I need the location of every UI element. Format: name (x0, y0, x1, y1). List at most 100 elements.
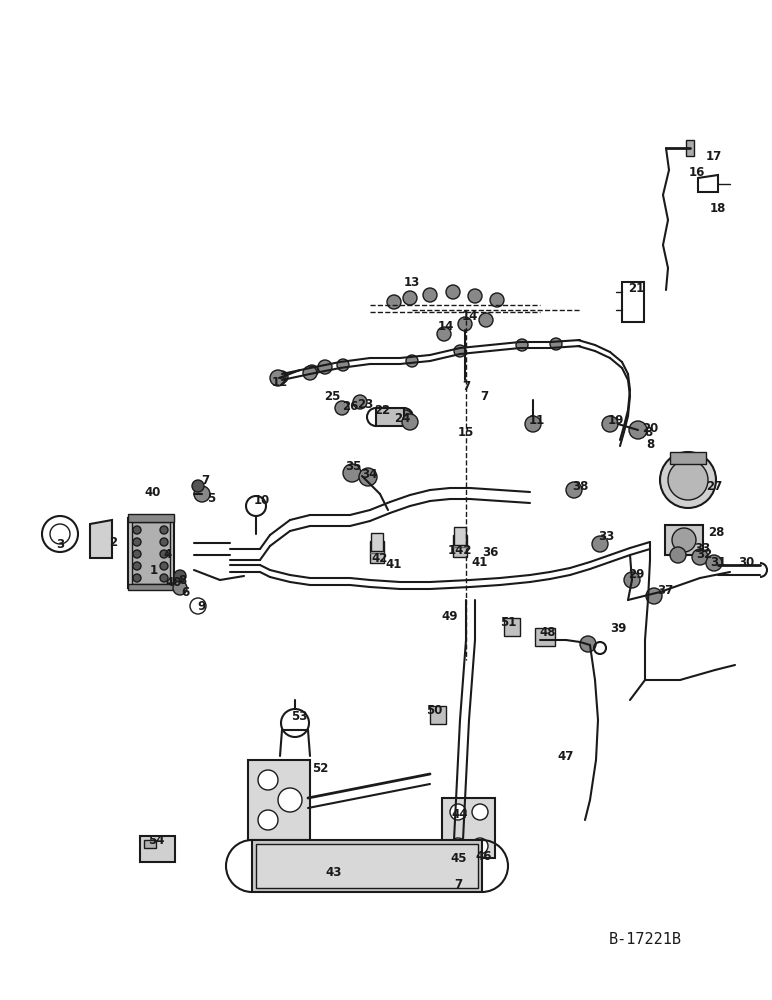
Text: 41: 41 (386, 558, 402, 572)
Bar (370, 541, 384, 563)
Circle shape (472, 838, 488, 854)
Text: 50: 50 (426, 704, 442, 718)
Text: 36: 36 (482, 546, 498, 560)
Circle shape (258, 770, 278, 790)
Circle shape (378, 407, 392, 421)
Circle shape (668, 460, 708, 500)
Text: 7: 7 (480, 389, 488, 402)
Text: 42: 42 (372, 552, 388, 566)
Bar (535, 628, 555, 646)
Bar (665, 525, 703, 555)
Circle shape (450, 838, 466, 854)
Bar (371, 533, 383, 551)
Text: 7: 7 (201, 474, 209, 487)
Text: 30: 30 (738, 556, 754, 570)
Bar (144, 840, 156, 848)
Text: 5: 5 (207, 491, 215, 504)
Circle shape (318, 360, 332, 374)
Text: 51: 51 (499, 615, 516, 629)
Text: 9: 9 (198, 600, 206, 613)
Circle shape (446, 285, 460, 299)
Circle shape (672, 528, 696, 552)
Bar (128, 518, 174, 588)
Circle shape (660, 452, 716, 508)
Text: 21: 21 (628, 282, 644, 296)
Circle shape (602, 416, 618, 432)
Bar (454, 527, 466, 545)
Text: 25: 25 (323, 390, 340, 403)
Text: 45: 45 (451, 852, 467, 864)
Text: 35: 35 (345, 460, 361, 474)
Text: 23: 23 (357, 397, 373, 410)
Circle shape (566, 482, 582, 498)
Circle shape (516, 339, 528, 351)
Circle shape (403, 291, 417, 305)
Circle shape (450, 804, 466, 820)
Circle shape (353, 395, 367, 409)
Text: 44: 44 (452, 808, 469, 822)
Text: 3: 3 (56, 538, 64, 552)
Text: 7: 7 (462, 380, 470, 393)
Text: 27: 27 (706, 481, 722, 493)
Circle shape (194, 486, 210, 502)
Circle shape (278, 788, 302, 812)
Circle shape (525, 416, 541, 432)
Text: 53: 53 (291, 710, 307, 724)
Circle shape (303, 366, 317, 380)
Bar (256, 844, 478, 888)
Text: 13: 13 (404, 275, 420, 288)
Text: 39: 39 (610, 621, 626, 635)
Text: 17: 17 (706, 150, 722, 163)
Circle shape (174, 570, 186, 582)
Circle shape (670, 547, 686, 563)
Circle shape (402, 414, 418, 430)
Text: 54: 54 (147, 834, 164, 846)
Text: 31: 31 (710, 556, 726, 568)
Text: 41: 41 (472, 556, 488, 568)
Circle shape (133, 574, 141, 582)
Text: 37: 37 (657, 584, 673, 597)
Circle shape (490, 293, 504, 307)
Circle shape (454, 345, 466, 357)
Text: 40: 40 (166, 576, 182, 589)
Circle shape (550, 338, 562, 350)
Bar (128, 514, 174, 522)
Text: 8: 8 (178, 574, 186, 586)
Circle shape (343, 464, 361, 482)
Text: 4: 4 (164, 548, 172, 562)
Circle shape (133, 562, 141, 570)
Bar (453, 535, 467, 557)
Text: 8: 8 (646, 438, 654, 450)
Circle shape (692, 549, 708, 565)
Circle shape (437, 327, 451, 341)
Circle shape (258, 810, 278, 830)
Text: 22: 22 (374, 404, 390, 418)
Circle shape (472, 804, 488, 820)
Text: 40: 40 (145, 486, 161, 498)
Circle shape (646, 588, 662, 604)
Circle shape (624, 572, 640, 588)
Text: 38: 38 (572, 480, 588, 492)
Circle shape (398, 410, 412, 424)
Polygon shape (442, 798, 495, 858)
Text: 19: 19 (608, 414, 625, 426)
Circle shape (160, 550, 168, 558)
Circle shape (133, 538, 141, 546)
Text: 52: 52 (312, 762, 328, 776)
Circle shape (468, 289, 482, 303)
Circle shape (160, 526, 168, 534)
Circle shape (306, 365, 318, 377)
Text: 14: 14 (462, 310, 478, 322)
Text: 34: 34 (361, 468, 378, 481)
Circle shape (160, 562, 168, 570)
Circle shape (133, 526, 141, 534)
Text: 29: 29 (628, 568, 644, 582)
Text: 6: 6 (181, 586, 189, 599)
Circle shape (479, 313, 493, 327)
Text: 49: 49 (442, 610, 459, 624)
Text: 46: 46 (476, 850, 493, 862)
Circle shape (133, 550, 141, 558)
Bar (670, 452, 706, 464)
Text: 10: 10 (254, 493, 270, 506)
Text: 47: 47 (558, 750, 574, 764)
